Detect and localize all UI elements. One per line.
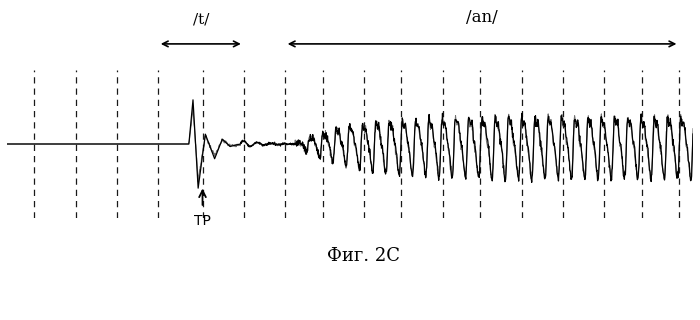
Text: TP: TP [194,214,211,228]
Text: Фиг. 2C: Фиг. 2C [327,247,400,265]
Text: /t/: /t/ [193,12,209,26]
Text: /an/: /an/ [466,9,498,26]
